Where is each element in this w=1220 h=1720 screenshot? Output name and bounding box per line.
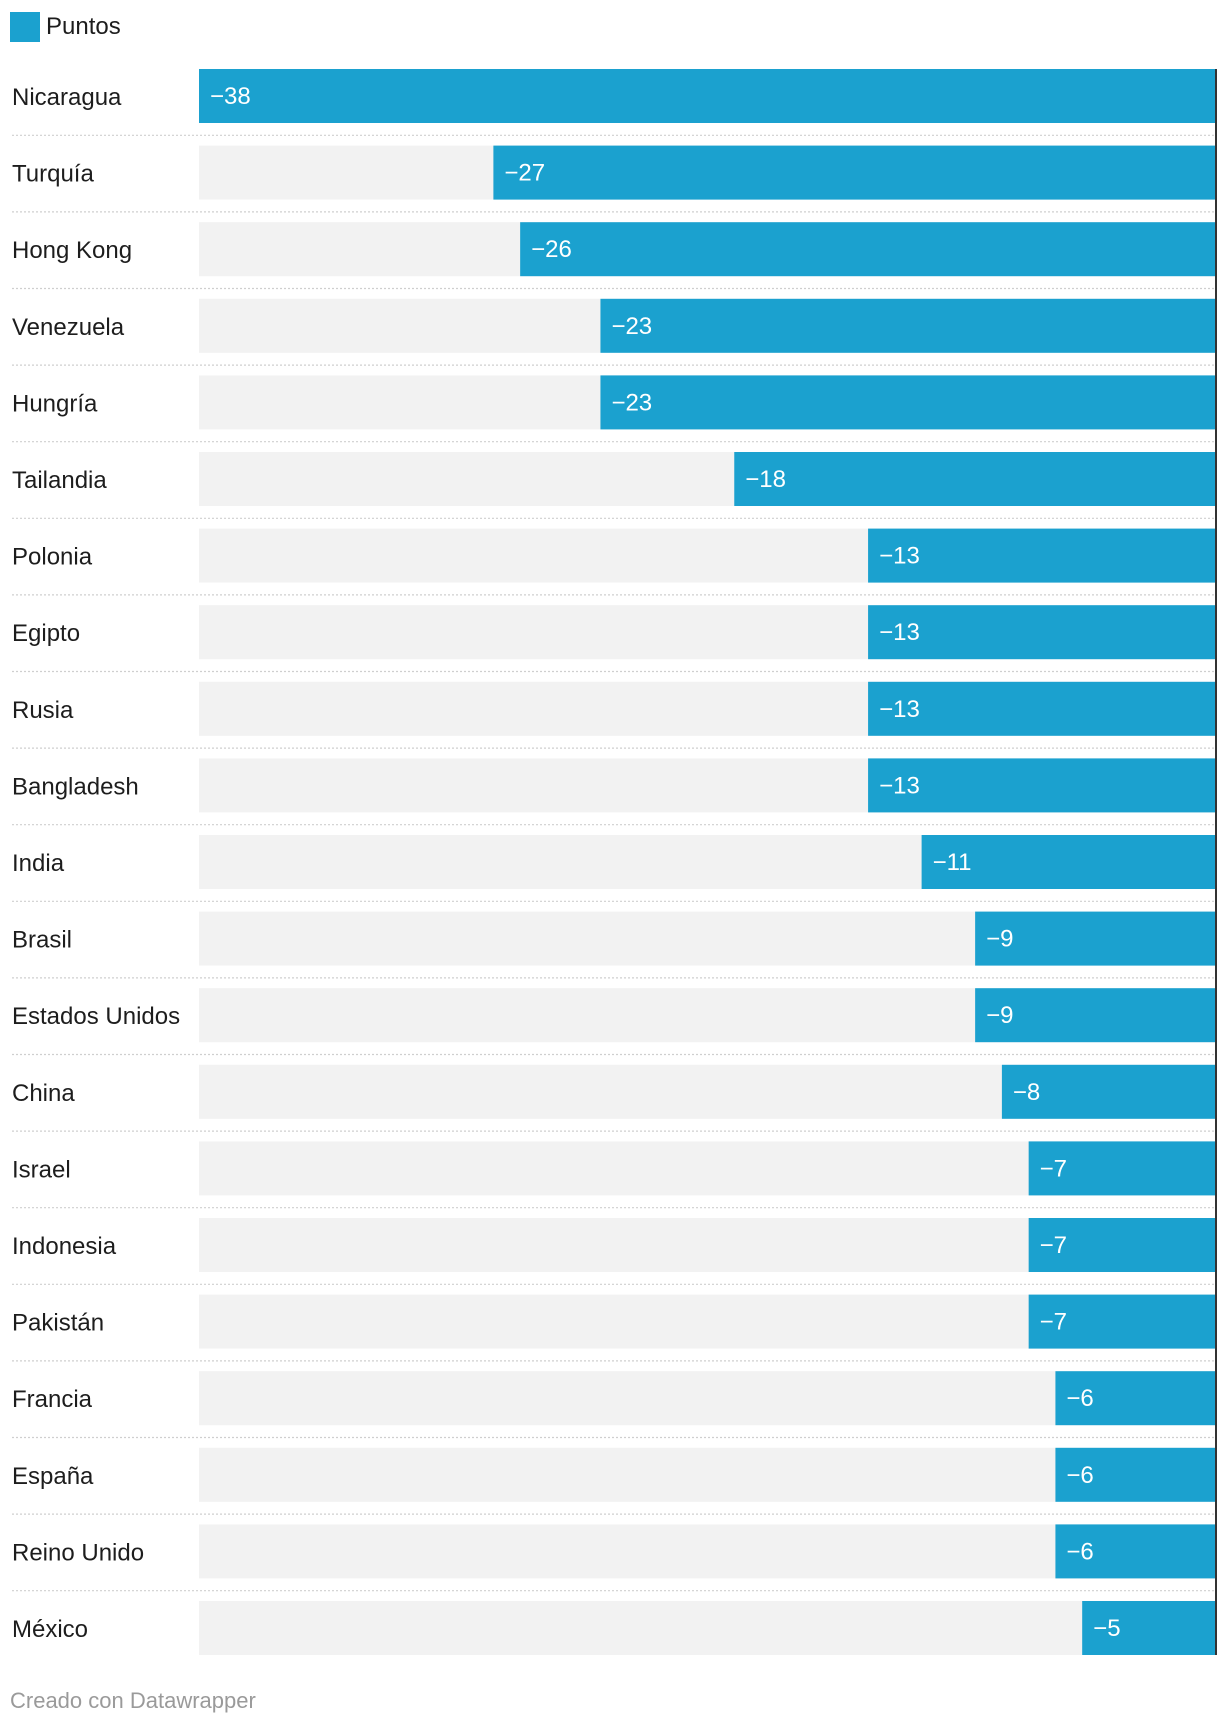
value-label: −7 (1040, 1155, 1067, 1182)
value-label: −7 (1040, 1309, 1067, 1336)
value-label: −26 (531, 236, 572, 263)
category-label: Pakistán (12, 1310, 104, 1337)
category-label: Polonia (12, 544, 93, 571)
value-label: −9 (986, 1002, 1013, 1029)
category-label: Turquía (12, 161, 94, 188)
value-label: −5 (1093, 1615, 1120, 1642)
bar (921, 835, 1216, 889)
value-label: −6 (1066, 1385, 1093, 1412)
bar-track (199, 1447, 1216, 1502)
category-label: Reino Unido (12, 1539, 144, 1566)
category-label: Francia (12, 1386, 93, 1413)
legend-label: Puntos (46, 13, 121, 40)
value-label: −27 (504, 160, 545, 187)
bar (1055, 1447, 1216, 1502)
bar (520, 222, 1216, 277)
bar (975, 988, 1216, 1043)
category-label: Hungría (12, 390, 98, 417)
bar (734, 452, 1216, 506)
value-label: −6 (1066, 1538, 1093, 1565)
value-label: −11 (933, 849, 972, 876)
bar-track (199, 1601, 1216, 1655)
bar-track (199, 1524, 1216, 1579)
legend: Puntos (10, 12, 121, 42)
category-label: Bangladesh (12, 773, 139, 800)
bar (1028, 1294, 1216, 1349)
bar (1082, 1601, 1216, 1655)
bar (868, 758, 1216, 813)
category-label: México (12, 1616, 88, 1643)
value-label: −23 (611, 389, 652, 416)
bar (1028, 1218, 1216, 1272)
bar (493, 145, 1216, 200)
value-label: −18 (745, 466, 786, 493)
bar (1055, 1524, 1216, 1579)
category-label: Hong Kong (12, 237, 132, 264)
bar (868, 528, 1216, 583)
bar (600, 375, 1216, 430)
category-label: Rusia (12, 697, 74, 724)
credit-text: Creado con Datawrapper (10, 1688, 256, 1713)
bar-track (199, 1371, 1216, 1426)
category-label: Venezuela (12, 314, 125, 341)
value-label: −9 (986, 926, 1013, 953)
category-label: Indonesia (12, 1233, 117, 1260)
bar (1001, 1064, 1216, 1119)
value-label: −38 (210, 83, 251, 110)
category-label: Brasil (12, 927, 72, 954)
value-label: −13 (879, 696, 920, 723)
category-label: Tailandia (12, 467, 107, 494)
bar (199, 69, 1216, 123)
bar (868, 681, 1216, 736)
legend-swatch (10, 12, 40, 42)
category-label: Nicaragua (12, 84, 122, 111)
category-label: Egipto (12, 620, 80, 647)
bar (1028, 1141, 1216, 1196)
value-label: −23 (611, 313, 652, 340)
value-label: −7 (1040, 1232, 1067, 1259)
category-label: China (12, 1080, 75, 1107)
category-label: Estados Unidos (12, 1003, 180, 1030)
value-label: −6 (1066, 1462, 1093, 1489)
bar (975, 911, 1216, 966)
value-label: −13 (879, 619, 920, 646)
bar (600, 298, 1216, 353)
value-label: −13 (879, 772, 920, 799)
bar (868, 605, 1216, 660)
category-label: Israel (12, 1156, 71, 1183)
bar (1055, 1371, 1216, 1426)
value-label: −13 (879, 543, 920, 570)
category-label: India (12, 850, 65, 877)
category-label: España (12, 1463, 94, 1490)
value-label: −8 (1013, 1079, 1040, 1106)
